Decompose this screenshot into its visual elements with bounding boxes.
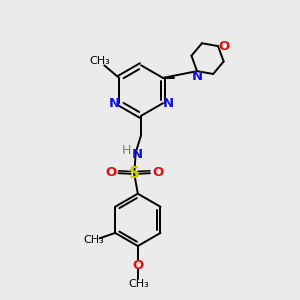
Text: O: O [152,166,164,179]
Text: N: N [163,97,174,110]
Text: CH₃: CH₃ [128,279,149,289]
Text: N: N [131,148,142,161]
Text: S: S [129,166,140,181]
Text: CH₃: CH₃ [83,236,104,245]
Text: O: O [105,166,116,179]
Text: CH₃: CH₃ [89,56,110,66]
Text: O: O [218,40,230,52]
Text: H: H [122,144,131,157]
Text: N: N [191,70,203,83]
Text: O: O [133,259,144,272]
Text: N: N [108,97,119,110]
